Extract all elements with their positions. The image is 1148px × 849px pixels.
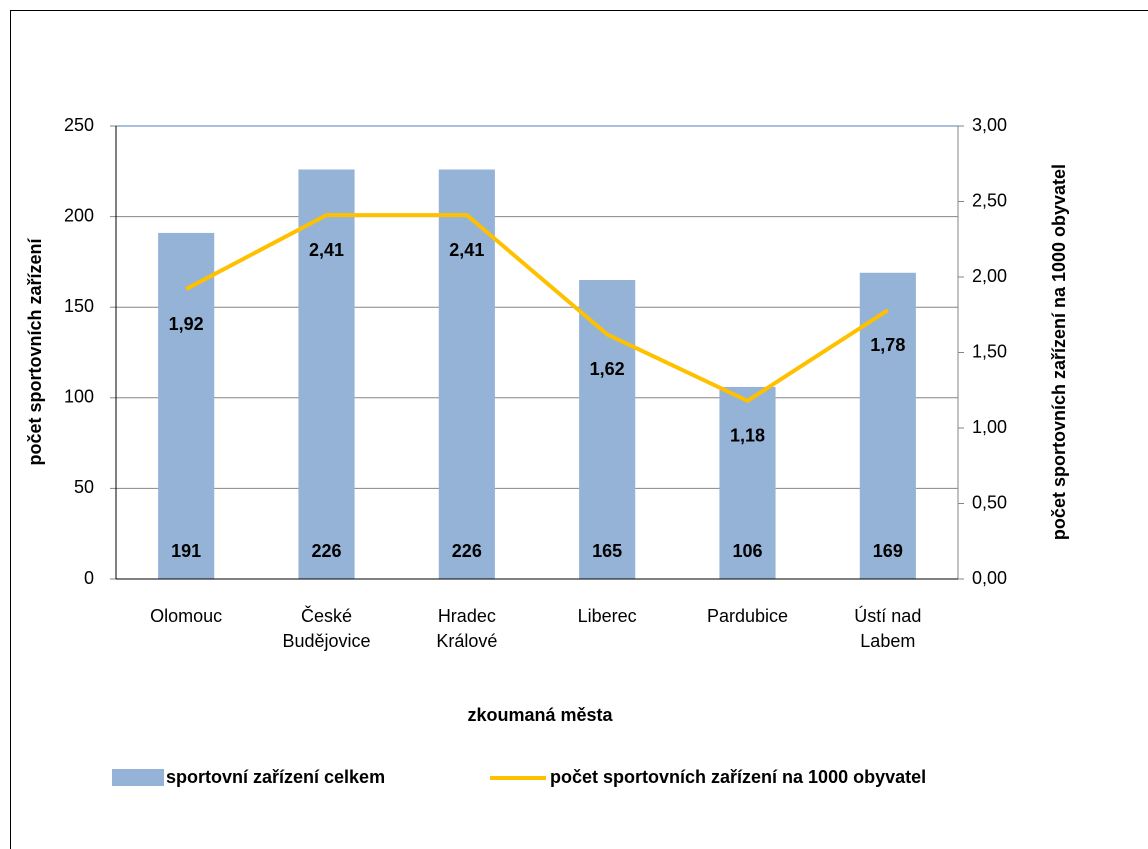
y-tick-label: 0 xyxy=(84,568,94,588)
legend-label: sportovní zařízení celkem xyxy=(166,767,385,787)
x-tick-label: Liberec xyxy=(577,606,637,626)
bar xyxy=(859,272,916,579)
x-tick-label: Olomouc xyxy=(150,606,223,626)
line-value-label: 1,78 xyxy=(870,335,905,355)
x-tick-label: Ústí nad Labem xyxy=(854,606,922,651)
legend-label: počet sportovních zařízení na 1000 obyva… xyxy=(550,767,926,787)
y-tick-label: 150 xyxy=(64,296,94,316)
y2-tick-label: 0,50 xyxy=(972,492,1007,512)
line-value-label: 2,41 xyxy=(449,240,484,260)
x-axis-title: zkoumaná města xyxy=(467,705,613,725)
x-tick-label: Hradec Králové xyxy=(436,606,498,651)
line xyxy=(185,213,889,403)
line-value-label: 1,92 xyxy=(169,314,204,334)
y2-tick-label: 3,00 xyxy=(972,115,1007,135)
x-tick-label: Pardubice xyxy=(706,606,789,626)
y2-tick-label: 2,00 xyxy=(972,266,1007,286)
chart-border xyxy=(10,10,1148,849)
bar xyxy=(579,280,636,579)
bar-value-label: 226 xyxy=(311,541,341,561)
bar xyxy=(719,386,776,579)
bar-value-label: 169 xyxy=(873,541,903,561)
y-tick-label: 250 xyxy=(64,115,94,135)
bar xyxy=(438,169,495,579)
y2-tick-label: 1,50 xyxy=(972,341,1007,361)
y-tick-label: 50 xyxy=(74,477,94,497)
bar xyxy=(298,169,355,579)
bar xyxy=(158,232,215,579)
y-tick-label: 200 xyxy=(64,205,94,225)
bar-value-label: 191 xyxy=(171,541,201,561)
legend-swatch xyxy=(112,769,164,786)
bar-value-label: 106 xyxy=(732,541,762,561)
y-axis-title: počet sportovních zařízení xyxy=(25,237,45,465)
line-value-label: 2,41 xyxy=(309,240,344,260)
bar-value-label: 226 xyxy=(452,541,482,561)
x-tick-label: České Budějovice xyxy=(282,606,371,651)
y-tick-label: 100 xyxy=(64,387,94,407)
y2-tick-label: 0,00 xyxy=(972,568,1007,588)
line-value-label: 1,18 xyxy=(730,426,765,446)
y2-axis-title: počet sportovních zařízení na 1000 obyva… xyxy=(1049,164,1069,540)
line-value-label: 1,62 xyxy=(590,359,625,379)
bar-value-label: 165 xyxy=(592,541,622,561)
y2-tick-label: 2,50 xyxy=(972,190,1007,210)
y2-tick-label: 1,00 xyxy=(972,417,1007,437)
